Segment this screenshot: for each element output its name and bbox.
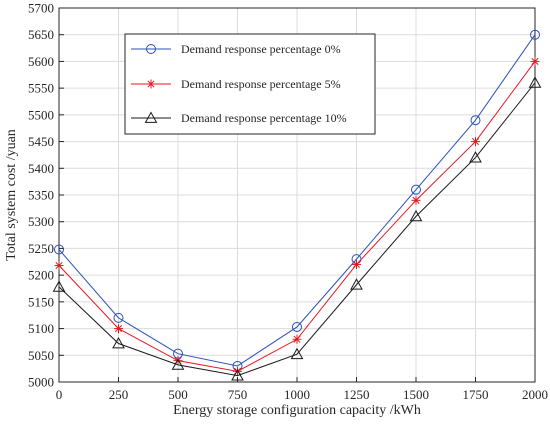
y-tick-label: 5100 xyxy=(28,321,54,336)
y-tick-label: 5200 xyxy=(28,268,54,283)
series-line xyxy=(58,82,536,377)
data-point xyxy=(54,261,64,271)
y-tick-label: 5050 xyxy=(28,348,54,363)
series-line xyxy=(58,34,536,367)
x-tick-label: 0 xyxy=(56,387,63,402)
y-tick-label: 5300 xyxy=(28,214,54,229)
x-tick-label: 2000 xyxy=(522,387,548,402)
data-point xyxy=(409,209,423,222)
legend-item-0: Demand response percentage 0% xyxy=(131,42,341,56)
data-point xyxy=(528,76,542,88)
y-tick-label: 5350 xyxy=(28,188,54,203)
series-1 xyxy=(54,56,540,376)
x-tick-label: 1750 xyxy=(463,387,489,402)
data-point xyxy=(290,347,304,360)
x-tick-label: 1250 xyxy=(344,387,370,402)
y-tick-label: 5650 xyxy=(28,27,54,42)
data-point xyxy=(231,369,244,381)
legend-item-2: Demand response percentage 10% xyxy=(131,111,347,125)
legend: Demand response percentage 0% Demand resp… xyxy=(124,33,376,135)
data-point xyxy=(469,151,482,163)
asterisk-stroke xyxy=(471,138,480,146)
x-tick-label: 750 xyxy=(228,387,248,402)
data-point xyxy=(112,337,125,349)
legend-marker-icon xyxy=(146,79,156,89)
y-tick-label: 5450 xyxy=(28,134,54,149)
series-group xyxy=(52,29,542,381)
asterisk-stroke xyxy=(352,260,361,268)
data-point xyxy=(352,259,361,269)
asterisk-stroke xyxy=(531,57,539,65)
legend-item-1: Demand response percentage 5% xyxy=(131,77,341,91)
y-tick-label: 5500 xyxy=(28,107,54,122)
asterisk-stroke xyxy=(147,80,155,88)
legend-label: Demand response percentage 10% xyxy=(181,111,347,125)
data-point xyxy=(530,56,540,66)
data-point xyxy=(471,137,480,147)
data-point xyxy=(52,280,66,292)
y-tick-label: 5250 xyxy=(28,241,54,256)
data-point xyxy=(114,324,123,334)
y-tick-label: 5600 xyxy=(28,54,54,69)
axis-ticks: 0 250 500 750 1000 1250 1500 1750 2000 5000 5050 51… xyxy=(28,1,548,403)
y-tick-label: 5000 xyxy=(28,375,54,390)
data-point xyxy=(113,312,124,323)
asterisk-stroke xyxy=(412,196,420,204)
legend-label: Demand response percentage 0% xyxy=(181,42,341,56)
asterisk-stroke xyxy=(55,261,63,270)
legend-label: Demand response percentage 5% xyxy=(181,77,341,91)
data-point xyxy=(350,278,363,290)
y-tick-label: 5150 xyxy=(28,294,54,309)
legend-marker-icon xyxy=(144,111,158,123)
x-tick-label: 500 xyxy=(168,387,188,402)
y-tick-label: 5700 xyxy=(28,1,54,16)
data-point xyxy=(470,115,481,126)
x-tick-label: 250 xyxy=(109,387,129,402)
series-2 xyxy=(52,76,542,381)
asterisk-stroke xyxy=(114,325,123,333)
data-point xyxy=(292,321,302,332)
x-tick-label: 1500 xyxy=(403,387,429,402)
data-point xyxy=(171,358,185,370)
data-point xyxy=(54,244,64,255)
data-point xyxy=(411,195,421,205)
legend-marker-icon xyxy=(146,44,156,54)
data-point xyxy=(530,29,540,40)
y-tick-label: 5550 xyxy=(28,81,54,96)
asterisk-stroke xyxy=(293,335,301,343)
y-tick-label: 5400 xyxy=(28,161,54,176)
x-axis-title: Energy storage configuration capacity /k… xyxy=(173,403,421,418)
x-tick-label: 1000 xyxy=(284,387,310,402)
data-point xyxy=(411,184,421,195)
data-point xyxy=(292,334,302,344)
y-axis-title: Total system cost /yuan xyxy=(4,129,19,261)
